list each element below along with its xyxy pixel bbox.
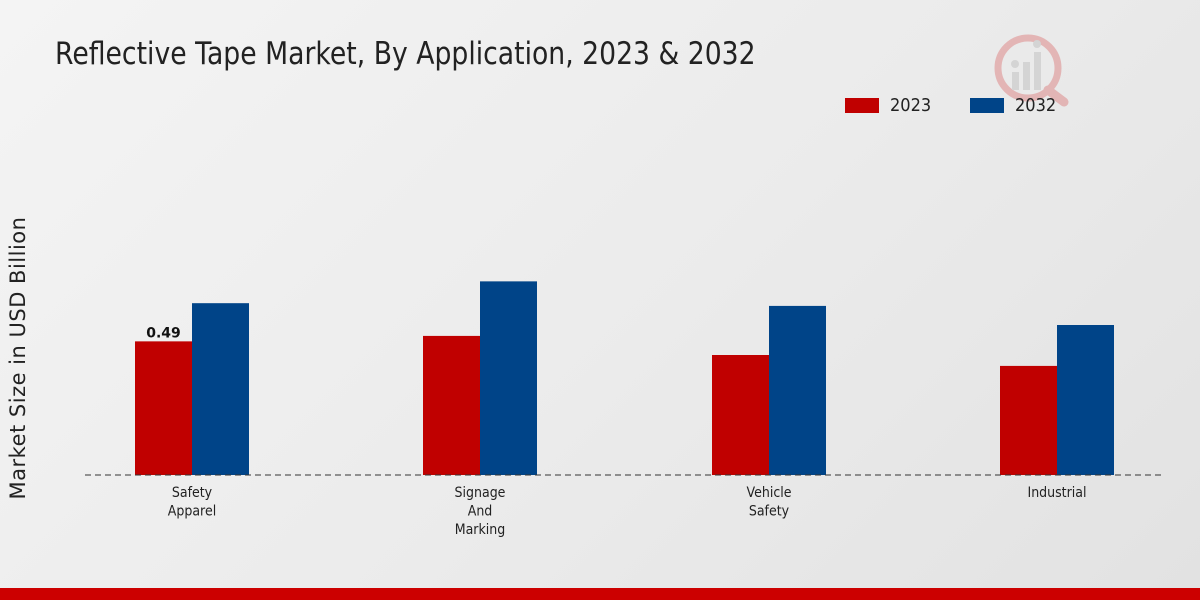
legend-label-2032: 2032 (1014, 95, 1057, 116)
x-tick-label-1-0: Signage (455, 485, 506, 501)
data-label-0: 0.49 (146, 325, 181, 341)
legend-item-2023: 2023 (845, 95, 936, 116)
bar-2032-0 (192, 303, 249, 475)
bar-2023-2 (712, 355, 769, 475)
chart-title: Reflective Tape Market, By Application, … (55, 36, 756, 72)
x-tick-label-1-1: And (468, 504, 493, 520)
x-tick-label-0-0: Safety (172, 485, 212, 501)
bar-2023-1 (423, 335, 480, 475)
x-tick-label-0-1: Apparel (168, 504, 216, 520)
legend-swatch-2023 (845, 98, 879, 113)
bar-2023-0 (135, 341, 192, 475)
x-tick-label-2-1: Safety (749, 504, 789, 520)
bar-2032-3 (1057, 325, 1114, 475)
chart-legend: 2023 2032 (845, 95, 1095, 116)
bar-2032-2 (769, 305, 826, 475)
footer-accent-bar (0, 588, 1200, 600)
bar-2032-1 (480, 281, 537, 475)
legend-label-2023: 2023 (890, 95, 932, 116)
legend-swatch-2032 (969, 98, 1004, 113)
legend-item-2032: 2032 (969, 95, 1061, 116)
x-tick-label-2-0: Vehicle (747, 485, 792, 501)
market-research-logo-icon (990, 28, 1070, 108)
bar-2023-3 (1000, 365, 1057, 475)
x-tick-label-1-2: Marking (455, 522, 505, 538)
x-tick-label-3-0: Industrial (1027, 485, 1086, 501)
